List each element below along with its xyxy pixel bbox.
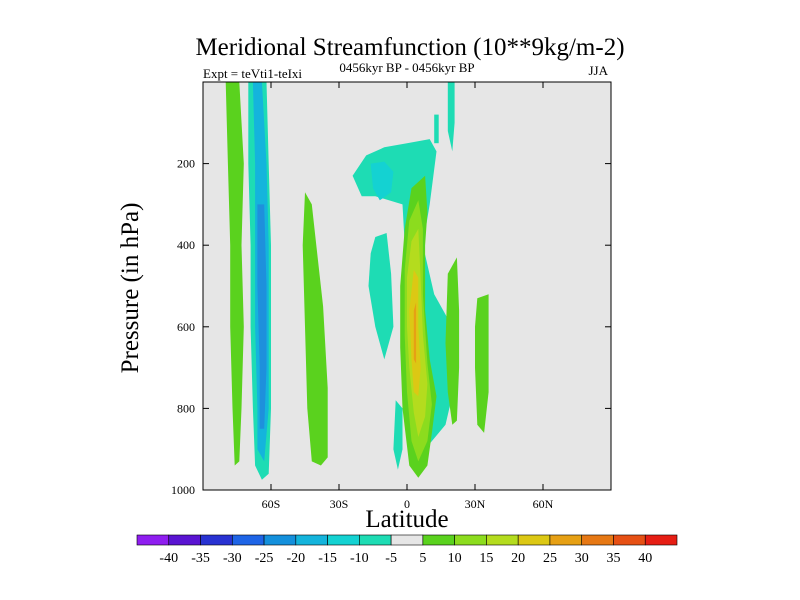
colorbar-label: 15 <box>479 551 493 566</box>
region-cyan-tiny-12n <box>434 114 439 144</box>
colorbar-label: -20 <box>286 551 305 566</box>
season-label: JJA <box>588 63 608 78</box>
x-axis-title: Latitude <box>365 506 448 533</box>
colorbar-box <box>231 534 265 546</box>
region-cyan-top-10n <box>447 82 455 152</box>
region-blue-upper-eq <box>370 161 394 201</box>
colorbar-label: 40 <box>638 551 652 566</box>
y-axis: 200 400 600 800 1000 <box>171 157 611 497</box>
colorbar-box <box>454 534 487 546</box>
region-green-20n <box>445 257 460 425</box>
colorbar-box <box>390 534 424 546</box>
x-tick-label: 30N <box>465 497 486 511</box>
region-blue-core-65s <box>257 204 267 429</box>
colorbar-label: -40 <box>159 551 178 566</box>
colorbar-box <box>644 534 678 546</box>
colorbar-box <box>359 534 392 546</box>
chart-title: Meridional Streamfunction (10**9kg/m-2) <box>195 34 624 61</box>
colorbar-label: 25 <box>543 551 557 566</box>
colorbar-label: -25 <box>255 551 274 566</box>
x-tick-label: 60S <box>262 497 281 511</box>
colorbar-box <box>581 534 614 546</box>
region-green-40s <box>302 192 328 466</box>
y-tick-label: 800 <box>177 401 195 415</box>
colorbar-label: 10 <box>448 551 462 566</box>
x-tick-label: 30S <box>330 497 349 511</box>
colorbar-box <box>168 534 201 546</box>
colorbar-label: -35 <box>191 551 210 566</box>
chart-subtitle: 0456kyr BP - 0456kyr BP <box>339 60 474 75</box>
colorbar-label: 5 <box>419 551 426 566</box>
region-cyan-low-eq <box>393 400 403 470</box>
colorbar-box <box>549 534 583 546</box>
x-tick-label: 60N <box>533 497 554 511</box>
region-cyan-left-eq <box>368 233 394 360</box>
x-tick-label: 0 <box>404 497 410 511</box>
colorbar-label: -15 <box>318 551 337 566</box>
colorbar: -40 -35 -30 -25 -20 -15 -10 -5 5 10 15 20 25 30 35 40 <box>136 534 678 566</box>
colorbar-box <box>295 534 328 546</box>
colorbar-box <box>136 534 170 546</box>
region-green-80s <box>225 82 244 466</box>
y-tick-label: 400 <box>177 238 195 252</box>
colorbar-box <box>486 534 519 546</box>
colorbar-label: -30 <box>223 551 242 566</box>
contour-regions <box>225 82 489 480</box>
y-tick-label: 600 <box>177 320 195 334</box>
colorbar-label: -10 <box>350 551 369 566</box>
colorbar-label: -5 <box>385 551 397 566</box>
colorbar-box <box>263 534 297 546</box>
y-tick-label: 1000 <box>171 483 195 497</box>
colorbar-box <box>200 534 233 546</box>
region-orange-eq <box>413 302 417 364</box>
region-green-33n <box>475 294 489 433</box>
colorbar-label: 30 <box>575 551 589 566</box>
colorbar-box <box>327 534 360 546</box>
colorbar-label: 35 <box>606 551 620 566</box>
colorbar-box <box>517 534 551 546</box>
colorbar-box <box>613 534 646 546</box>
experiment-label: Expt = teVti1-teIxi <box>203 66 302 81</box>
y-axis-title: Pressure (in hPa) <box>117 203 144 374</box>
x-axis: 60S 30S 0 30N 60N <box>262 82 554 511</box>
colorbar-box <box>422 534 455 546</box>
colorbar-label: 20 <box>511 551 525 566</box>
y-tick-label: 200 <box>177 157 195 171</box>
